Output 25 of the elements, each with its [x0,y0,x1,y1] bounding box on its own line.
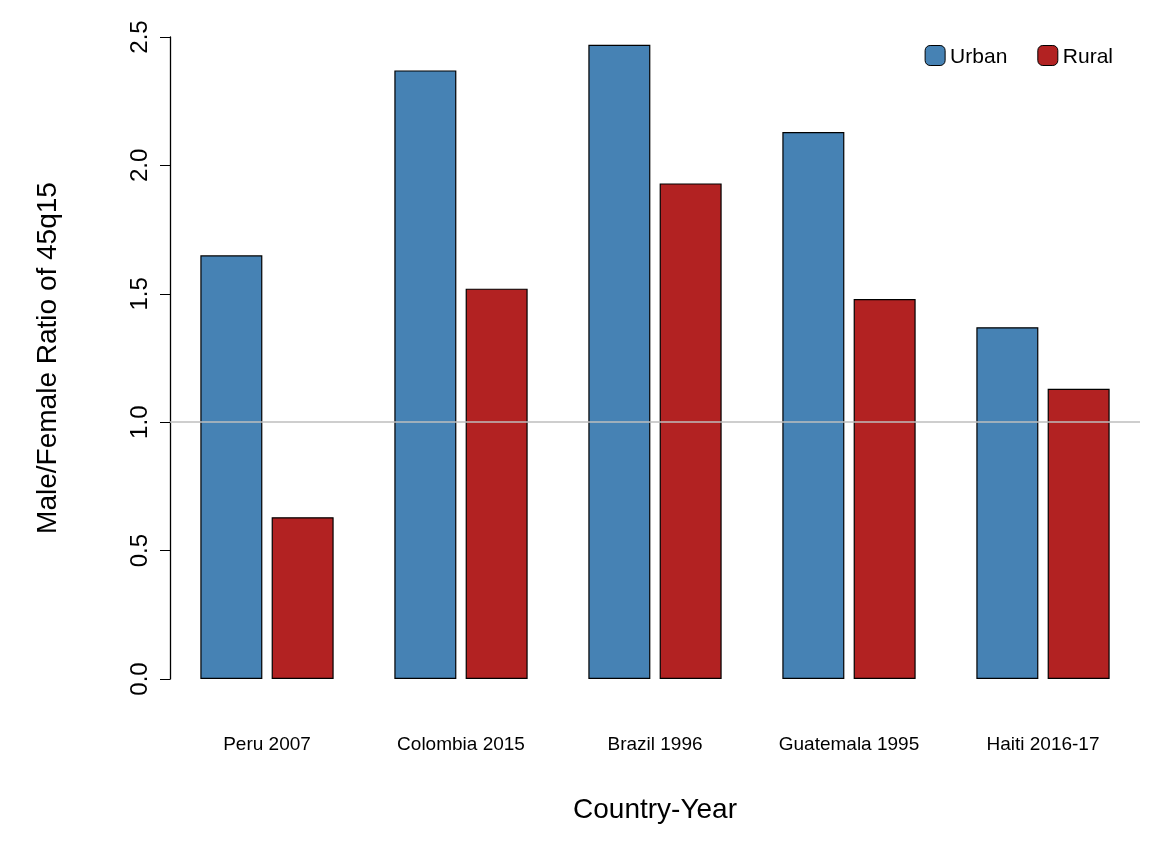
bar [1047,388,1110,679]
bar [200,255,263,679]
y-tick-label: 1.0 [124,405,152,439]
x-tick-label: Colombia 2015 [397,733,525,754]
y-axis-title: Male/Female Ratio of 45q15 [30,182,62,534]
x-tick-label: Guatemala 1995 [778,733,920,754]
legend-label: Rural [1062,44,1113,67]
y-tick-label: 2.5 [124,20,152,54]
bar [271,517,334,679]
y-tick-label: 1.5 [124,277,152,311]
bar [394,70,457,679]
bar [782,132,845,679]
x-tick-label: Haiti 2016-17 [986,733,1100,754]
bar [465,288,528,679]
x-tick-label: Brazil 1996 [607,733,703,754]
y-tick-label: 0.0 [124,662,152,696]
bar [853,298,916,679]
bar [976,327,1039,679]
y-tick-label: 2.0 [124,148,152,183]
x-axis-title: Country-Year [573,792,737,824]
x-tick-label: Peru 2007 [223,733,311,754]
legend-label: Urban [950,44,1008,67]
bar [659,183,722,679]
y-tick-label: 0.5 [124,533,152,568]
bar [588,44,651,679]
